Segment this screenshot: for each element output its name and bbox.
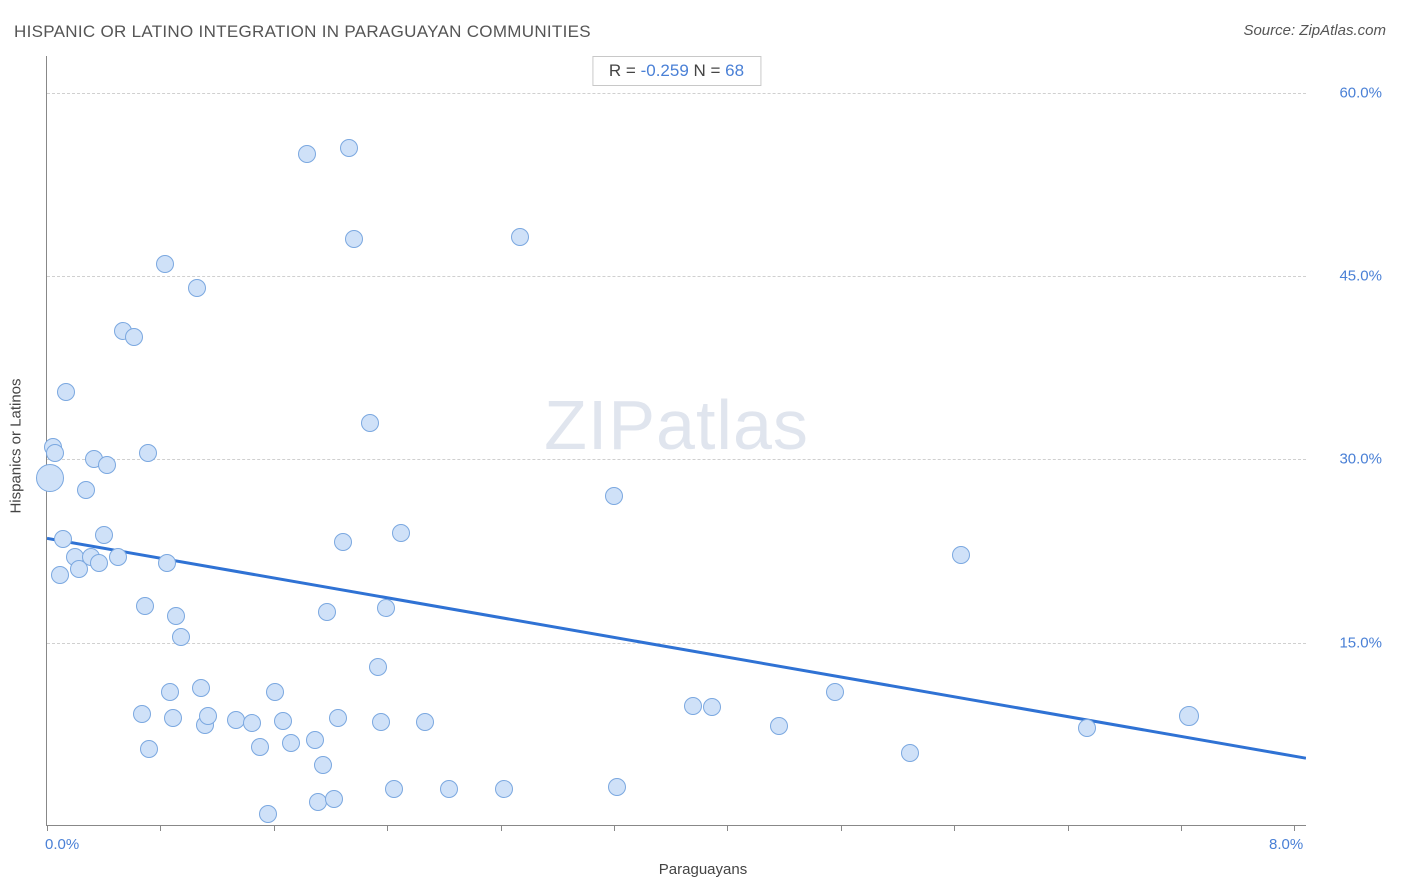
n-value: 68 [725, 61, 744, 80]
data-point [133, 705, 151, 723]
data-point [192, 679, 210, 697]
watermark-logo: ZIPatlas [544, 385, 809, 465]
data-point [36, 464, 64, 492]
data-point [372, 713, 390, 731]
data-point [340, 139, 358, 157]
data-point [167, 607, 185, 625]
data-point [703, 698, 721, 716]
chart-title: HISPANIC OR LATINO INTEGRATION IN PARAGU… [14, 22, 591, 42]
y-tick-label: 30.0% [1339, 451, 1382, 468]
data-point [98, 456, 116, 474]
data-point [156, 255, 174, 273]
data-point [259, 805, 277, 823]
data-point [416, 713, 434, 731]
x-tick-mark [47, 825, 48, 831]
data-point [172, 628, 190, 646]
x-tick-mark [274, 825, 275, 831]
data-point [266, 683, 284, 701]
x-axis-title: Paraguayans [659, 861, 747, 878]
data-point [161, 683, 179, 701]
data-point [95, 526, 113, 544]
data-point [109, 548, 127, 566]
data-point [139, 444, 157, 462]
data-point [274, 712, 292, 730]
gridline [47, 93, 1306, 94]
data-point [952, 546, 970, 564]
data-point [136, 597, 154, 615]
data-point [188, 279, 206, 297]
data-point [306, 731, 324, 749]
data-point [361, 414, 379, 432]
data-point [1179, 706, 1199, 726]
x-tick-mark [387, 825, 388, 831]
y-tick-label: 45.0% [1339, 268, 1382, 285]
data-point [251, 738, 269, 756]
y-axis-title: Hispanics or Latinos [8, 378, 25, 513]
data-point [377, 599, 395, 617]
data-point [125, 328, 143, 346]
data-point [608, 778, 626, 796]
x-tick-mark [160, 825, 161, 831]
y-tick-label: 15.0% [1339, 634, 1382, 651]
data-point [826, 683, 844, 701]
data-point [77, 481, 95, 499]
n-label: N = [689, 61, 725, 80]
data-point [318, 603, 336, 621]
data-point [325, 790, 343, 808]
x-tick-mark [1294, 825, 1295, 831]
data-point [51, 566, 69, 584]
data-point [314, 756, 332, 774]
data-point [46, 444, 64, 462]
r-value: -0.259 [641, 61, 689, 80]
y-tick-label: 60.0% [1339, 84, 1382, 101]
data-point [770, 717, 788, 735]
data-point [440, 780, 458, 798]
data-point [57, 383, 75, 401]
x-tick-mark [614, 825, 615, 831]
data-point [298, 145, 316, 163]
x-tick-label: 8.0% [1269, 836, 1303, 853]
data-point [392, 524, 410, 542]
data-point [1078, 719, 1096, 737]
x-tick-mark [1068, 825, 1069, 831]
x-tick-mark [727, 825, 728, 831]
data-point [282, 734, 300, 752]
gridline [47, 459, 1306, 460]
x-tick-label: 0.0% [45, 836, 79, 853]
stats-box: R = -0.259 N = 68 [592, 56, 761, 86]
data-point [605, 487, 623, 505]
gridline [47, 276, 1306, 277]
x-tick-mark [954, 825, 955, 831]
data-point [54, 530, 72, 548]
data-point [385, 780, 403, 798]
r-label: R = [609, 61, 641, 80]
data-point [329, 709, 347, 727]
data-point [334, 533, 352, 551]
data-point [158, 554, 176, 572]
data-point [243, 714, 261, 732]
gridline [47, 643, 1306, 644]
x-tick-mark [841, 825, 842, 831]
data-point [495, 780, 513, 798]
data-point [140, 740, 158, 758]
x-tick-mark [1181, 825, 1182, 831]
data-point [90, 554, 108, 572]
data-point [345, 230, 363, 248]
watermark-atlas: atlas [656, 386, 809, 464]
data-point [901, 744, 919, 762]
scatter-plot-area: ZIPatlas R = -0.259 N = 68 15.0%30.0%45.… [46, 56, 1306, 826]
data-point [199, 707, 217, 725]
watermark-zip: ZIP [544, 386, 656, 464]
x-tick-mark [501, 825, 502, 831]
data-point [511, 228, 529, 246]
data-point [684, 697, 702, 715]
data-point [369, 658, 387, 676]
data-point [164, 709, 182, 727]
source-attribution: Source: ZipAtlas.com [1243, 22, 1386, 39]
